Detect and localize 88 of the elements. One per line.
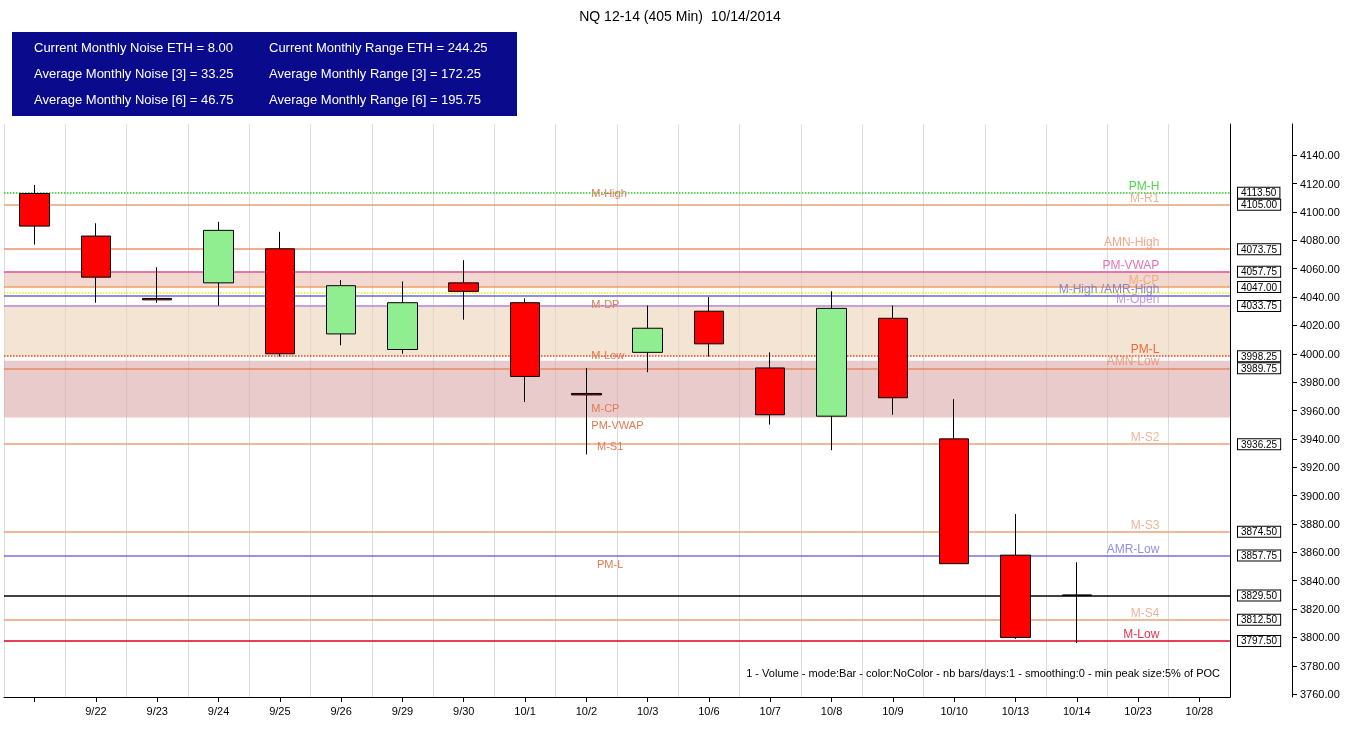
y-tick-label: 3860.00 — [1300, 546, 1340, 559]
x-tick-label: 9/29 — [391, 704, 414, 717]
y2-tick-label: 4047.00 — [1241, 281, 1278, 293]
y-tick-label: 3960.00 — [1300, 404, 1340, 417]
ref-line-label: M-Low — [1123, 626, 1160, 641]
x-tick-label: 9/30 — [453, 704, 475, 717]
annotation: PM-VWAP — [591, 418, 644, 431]
ref-line-label: M-S2 — [1130, 430, 1160, 445]
candlestick — [203, 221, 234, 307]
ref-line-label: M-S4 — [1130, 605, 1160, 620]
y2-tick-label: 4033.75 — [1241, 300, 1278, 312]
y-tick-label: 3980.00 — [1300, 376, 1340, 389]
y2-tick-label: 3936.25 — [1241, 438, 1278, 450]
candlestick — [632, 305, 663, 373]
ref-line-label: PM-H — [1128, 178, 1160, 193]
y2-tick-label: 3829.50 — [1241, 590, 1278, 602]
y-tick-label: 3920.00 — [1300, 461, 1340, 474]
candlestick — [755, 351, 785, 426]
y2-tick-label: 4113.50 — [1241, 187, 1277, 199]
ref-line-label: AMR-Low — [1106, 541, 1160, 556]
y2-tick-label: 3998.25 — [1241, 350, 1278, 362]
candlestick — [326, 279, 356, 346]
x-tick-label: 10/14 — [1062, 704, 1091, 717]
y-tick-label: 4020.00 — [1300, 319, 1340, 332]
y-tick-label: 4000.00 — [1300, 347, 1340, 360]
annotation: 1 - Volume - mode:Bar - color:NoColor - nb bars/days:1 - smoothing:0 - min peak size:5% of POC — [746, 666, 1221, 679]
candlestick — [19, 184, 50, 246]
y2-tick-label: 3857.75 — [1241, 550, 1278, 562]
x-tick-label: 10/7 — [759, 704, 781, 717]
y-tick-label: 3840.00 — [1300, 574, 1340, 587]
y2-tick-label: 4105.00 — [1241, 199, 1278, 211]
annotation: M-Low — [591, 349, 625, 362]
ref-line-label: PM-VWAP — [1102, 257, 1160, 272]
y2-tick-label: 3989.75 — [1241, 362, 1278, 374]
ref-line-label: M-S3 — [1130, 517, 1160, 532]
y2-tick-label: 3874.50 — [1241, 526, 1278, 538]
candlestick — [878, 305, 908, 416]
x-tick-label: 10/23 — [1124, 704, 1152, 717]
y-tick-label: 3900.00 — [1300, 489, 1340, 502]
x-tick-label: 9/25 — [269, 704, 291, 717]
candlestick — [81, 222, 111, 304]
y2-tick-label: 3797.50 — [1241, 635, 1278, 647]
y-tick-label: 3820.00 — [1300, 603, 1340, 616]
x-tick-label: 9/22 — [85, 704, 107, 717]
candlestick — [265, 231, 295, 358]
y-tick-label: 4120.00 — [1300, 177, 1340, 190]
y-tick-label: 4100.00 — [1300, 205, 1340, 218]
y2-tick-label: 3812.50 — [1241, 614, 1278, 626]
x-tick-label: 10/10 — [940, 704, 968, 717]
info-panel: Current Monthly Noise ETH = 8.00 Average Monthly Noise [3] = 33.25 Average Monthly Noise [6] = 46.75 Current Monthly Range ETH = 244.25 Average Monthly Range [3] = 172.25 Average Monthly Range [6] = 195.75 — [12, 32, 517, 116]
candlestick — [510, 297, 540, 403]
chart-title: NQ 12-14 (405 Min) 10/14/2014 — [579, 8, 781, 24]
x-tick-label: 10/9 — [882, 704, 904, 717]
ref-line-label: AMN-Low — [1106, 354, 1160, 369]
x-tick-label: 9/24 — [207, 704, 230, 717]
x-tick-label: 10/13 — [1001, 704, 1030, 717]
x-tick-label: 10/2 — [575, 704, 598, 717]
annotation: PM-L — [597, 557, 624, 570]
y-tick-label: 3880.00 — [1300, 517, 1340, 530]
x-tick-label: 10/3 — [636, 704, 659, 717]
x-tick-label: 9/26 — [330, 704, 352, 717]
candlestick — [939, 398, 969, 565]
x-tick-label: 10/28 — [1185, 704, 1214, 717]
candlestick — [448, 259, 479, 321]
y-tick-label: 4060.00 — [1300, 262, 1340, 275]
y-tick-label: 3760.00 — [1300, 688, 1340, 701]
x-tick-label: 10/1 — [514, 704, 536, 717]
ref-line-label: PM-L — [1130, 342, 1160, 357]
ref-line-label: AMN-High — [1104, 235, 1160, 250]
candlestick — [142, 266, 172, 304]
x-tick-label: 10/8 — [820, 704, 843, 717]
annotation: M-DP — [591, 298, 620, 311]
y2-tick-label: 4073.75 — [1241, 243, 1278, 255]
ref-line-label: M-R1 — [1130, 190, 1160, 205]
annotation: M-High — [591, 186, 627, 199]
y-tick-label: 4080.00 — [1300, 234, 1340, 247]
x-tick-label: 9/23 — [146, 704, 168, 717]
y-tick-label: 3800.00 — [1300, 631, 1340, 644]
y-tick-label: 4040.00 — [1300, 291, 1340, 304]
y2-tick-label: 4057.75 — [1241, 266, 1278, 278]
candlestick — [694, 296, 724, 358]
candlestick — [816, 290, 847, 451]
y-tick-label: 3780.00 — [1300, 659, 1340, 672]
y-tick-label: 4140.00 — [1300, 149, 1340, 162]
candlestick — [387, 280, 418, 355]
x-tick-label: 10/6 — [698, 704, 720, 717]
y-tick-label: 3940.00 — [1300, 432, 1340, 445]
annotation: M-CP — [591, 401, 620, 414]
